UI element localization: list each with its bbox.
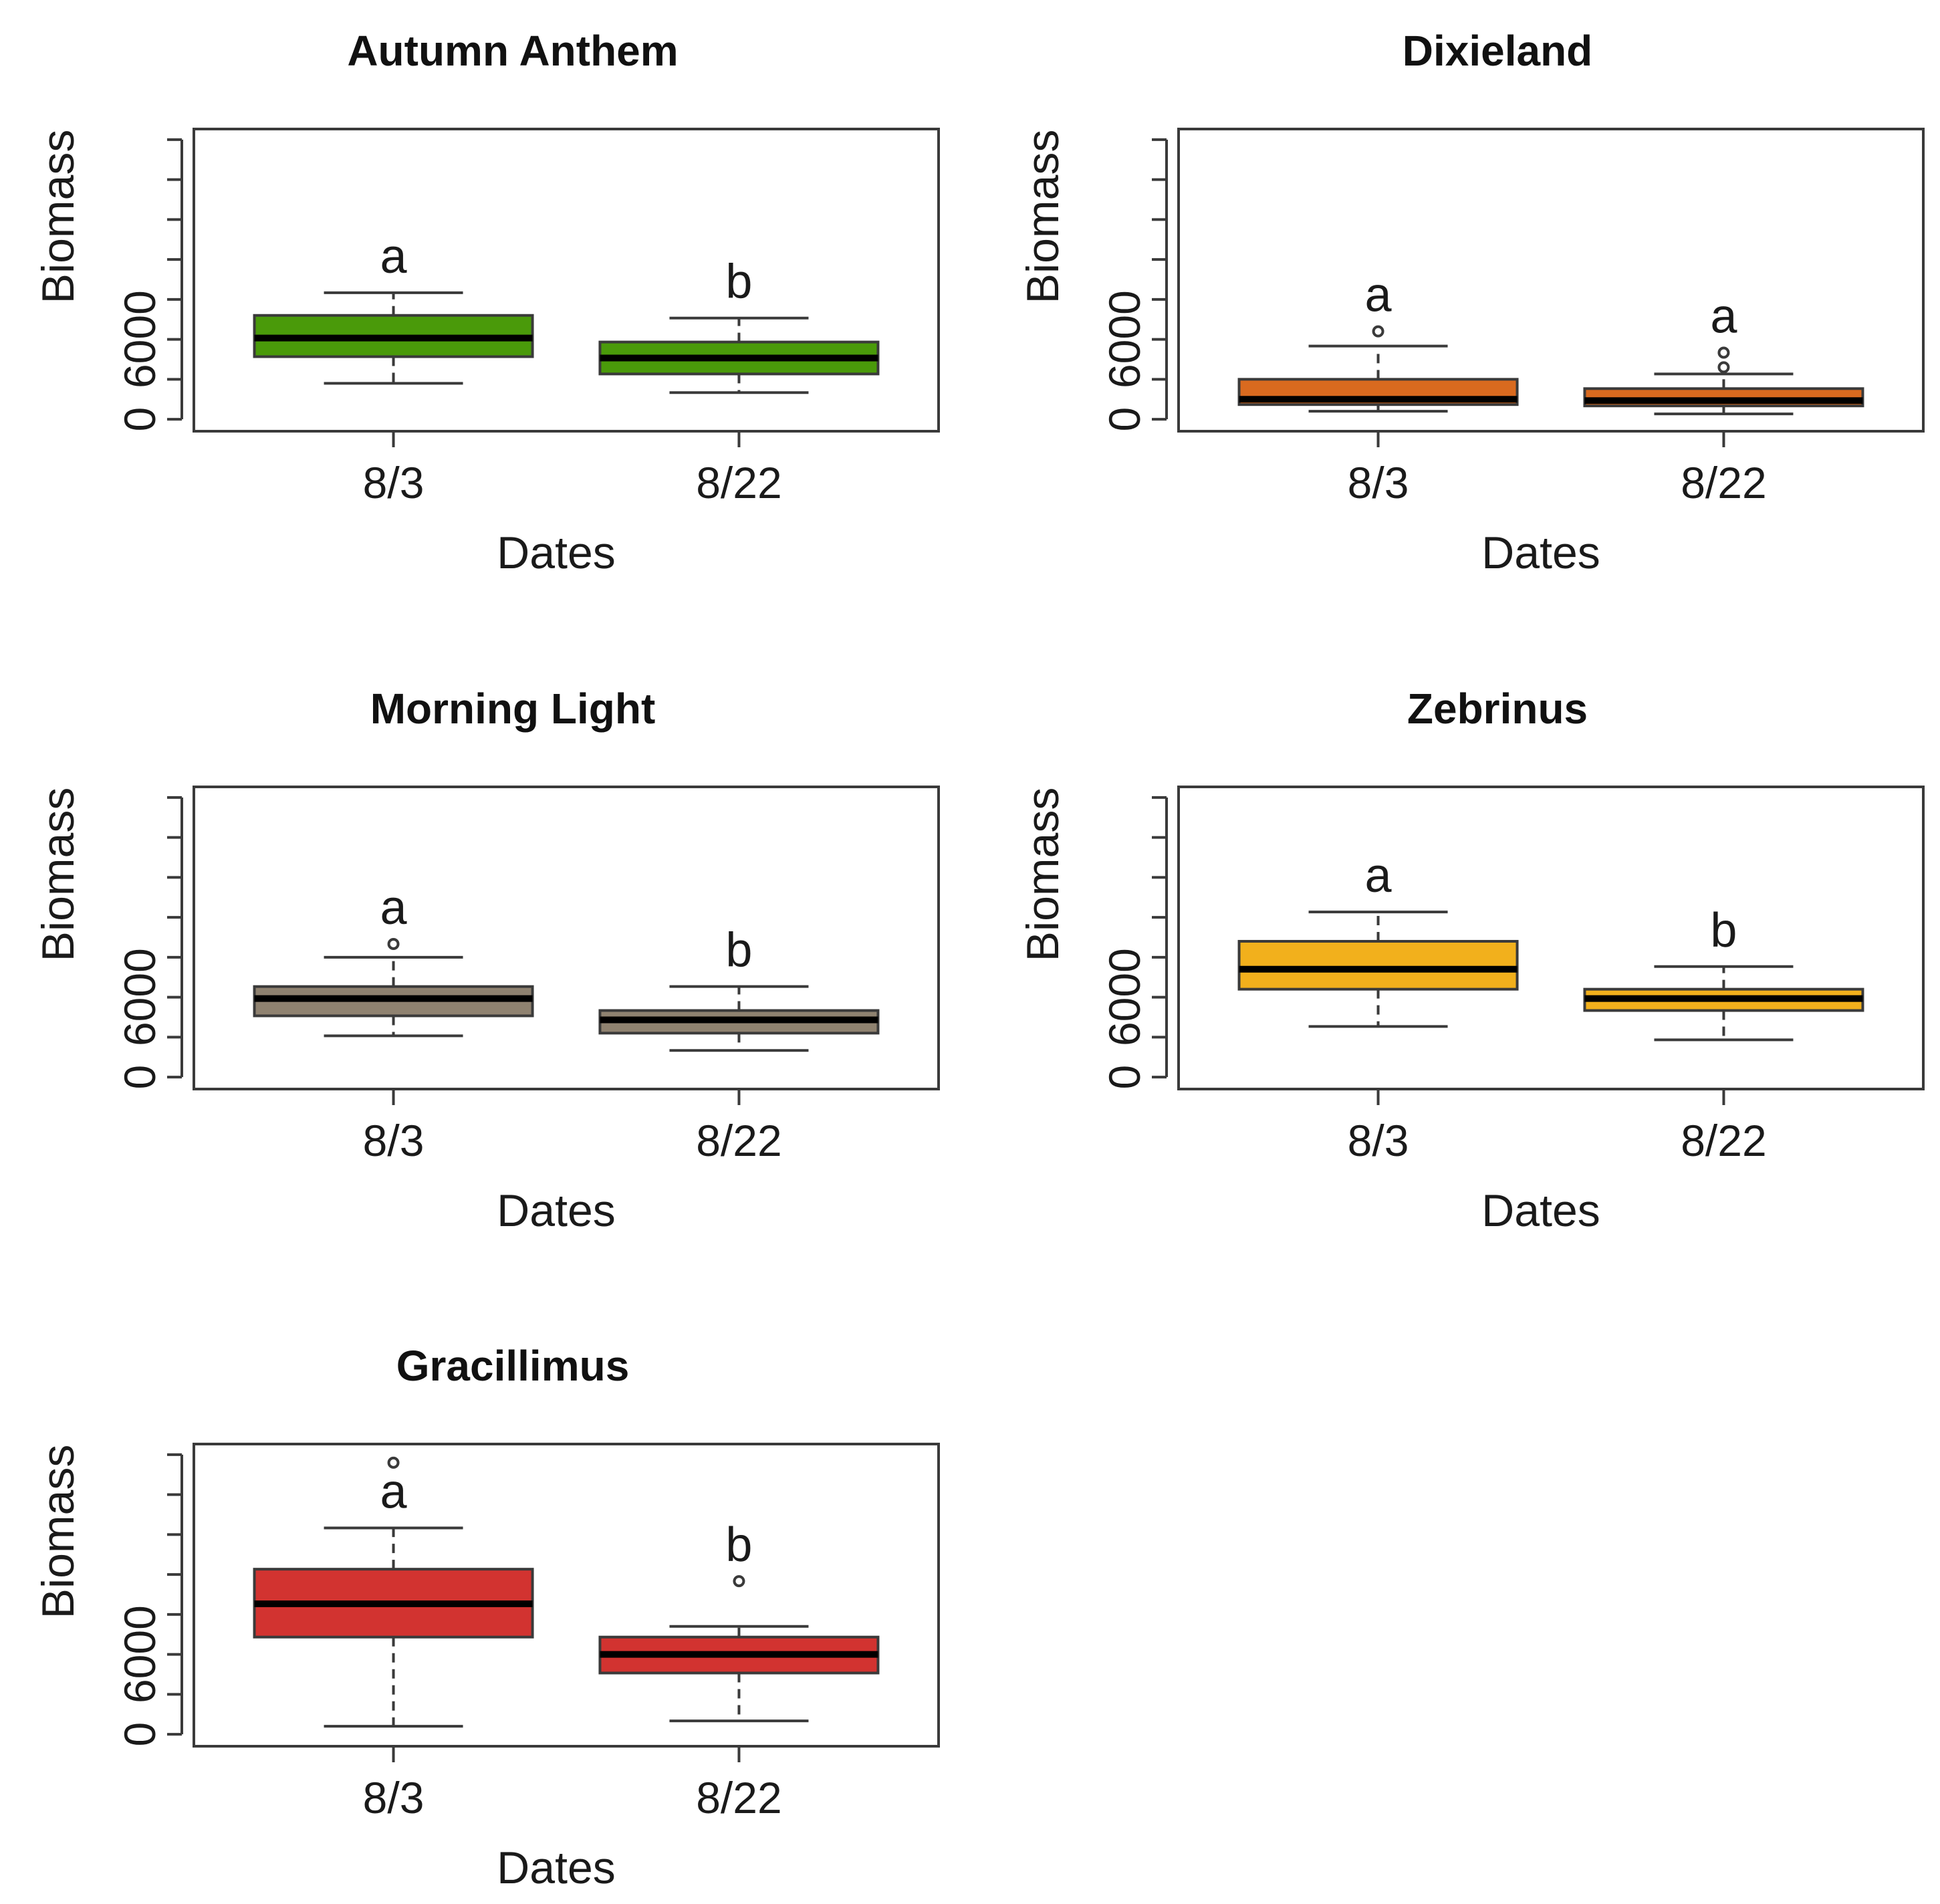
x-tick-label: 8/22	[696, 1773, 781, 1822]
significance-letter: b	[1710, 904, 1737, 957]
y-tick-label: 6000	[115, 948, 164, 1046]
box-8-22: 8/22 b	[598, 1518, 880, 1822]
y-axis-title: Biomass	[1017, 130, 1068, 304]
box-8-22: 8/22 a	[1583, 290, 1864, 507]
plot-frame	[193, 786, 940, 1090]
y-tick-label: 6000	[115, 290, 164, 388]
panel-title: Gracillimus	[396, 1342, 630, 1390]
y-tick-label: 0	[115, 1065, 164, 1090]
x-tick-label: 8/3	[1348, 458, 1409, 507]
y-tick-label: 0	[115, 1722, 164, 1747]
x-tick-label: 8/22	[696, 458, 781, 507]
box-8-22: 8/22 b	[598, 255, 880, 507]
panel-1: Autumn Anthem 0 6000 Biomass Dates 8/3 a 8/22 b	[33, 27, 940, 578]
y-axis-title: Biomass	[33, 788, 84, 962]
box-8-22: 8/22 b	[1583, 904, 1864, 1165]
iqr-box	[1237, 939, 1519, 991]
outlier-point	[387, 937, 400, 950]
significance-letter: b	[725, 1518, 752, 1572]
panel-title: Zebrinus	[1407, 685, 1588, 733]
box-8-3: 8/3 a	[1237, 269, 1519, 507]
x-axis-title: Dates	[497, 527, 616, 578]
box-8-3: 8/3 a	[253, 881, 534, 1165]
significance-letter: a	[380, 881, 408, 935]
x-axis-title: Dates	[497, 1842, 616, 1893]
x-axis-title: Dates	[497, 1185, 616, 1236]
panel-2: Dixieland 0 6000 Biomass Dates 8/3 a 8/22 a	[1017, 27, 1925, 578]
box-8-3: 8/3 a	[253, 1456, 534, 1822]
x-tick-label: 8/3	[363, 1773, 425, 1822]
x-tick-label: 8/3	[363, 1116, 425, 1165]
box-8-3: 8/3 a	[253, 230, 534, 507]
significance-letter: b	[725, 924, 752, 977]
panel-4: Zebrinus 0 6000 Biomass Dates 8/3 a 8/22 b	[1017, 685, 1925, 1236]
outlier-point	[1717, 361, 1730, 374]
x-tick-label: 8/22	[1681, 458, 1766, 507]
outlier-point	[1372, 325, 1384, 338]
y-axis-title: Biomass	[33, 130, 84, 304]
panel-3: Morning Light 0 6000 Biomass Dates 8/3 a 8/22 b	[33, 685, 940, 1236]
panel-title: Morning Light	[370, 685, 656, 733]
significance-letter: a	[1710, 290, 1737, 344]
y-tick-label: 6000	[1100, 290, 1149, 388]
x-tick-label: 8/22	[696, 1116, 781, 1165]
y-tick-label: 0	[1100, 1065, 1149, 1090]
significance-letter: a	[1365, 269, 1392, 322]
plot-frame	[193, 128, 940, 433]
x-tick-label: 8/22	[1681, 1116, 1766, 1165]
box-8-22: 8/22 b	[598, 924, 880, 1165]
plot-frame	[1177, 786, 1925, 1090]
outlier-point	[387, 1456, 400, 1469]
box-8-3: 8/3 a	[1237, 849, 1519, 1165]
plot-frame	[193, 1443, 940, 1748]
x-tick-label: 8/3	[1348, 1116, 1409, 1165]
outlier-point	[1717, 346, 1730, 359]
significance-letter: a	[380, 1465, 408, 1518]
significance-letter: a	[380, 230, 408, 283]
panel-5: Gracillimus 0 6000 Biomass Dates 8/3 a 8/22 b	[33, 1342, 940, 1893]
y-tick-label: 6000	[1100, 948, 1149, 1046]
panel-title: Autumn Anthem	[347, 27, 678, 75]
x-tick-label: 8/3	[363, 458, 425, 507]
significance-letter: a	[1365, 849, 1392, 903]
plot-frame	[1177, 128, 1925, 433]
y-axis-title: Biomass	[33, 1445, 84, 1619]
x-axis-title: Dates	[1481, 1185, 1600, 1236]
x-axis-title: Dates	[1481, 527, 1600, 578]
outlier-point	[733, 1575, 745, 1588]
y-tick-label: 0	[115, 407, 164, 432]
panel-title: Dixieland	[1403, 27, 1593, 75]
y-tick-label: 6000	[115, 1605, 164, 1703]
y-axis-title: Biomass	[1017, 788, 1068, 962]
significance-letter: b	[725, 255, 752, 309]
y-tick-label: 0	[1100, 407, 1149, 432]
